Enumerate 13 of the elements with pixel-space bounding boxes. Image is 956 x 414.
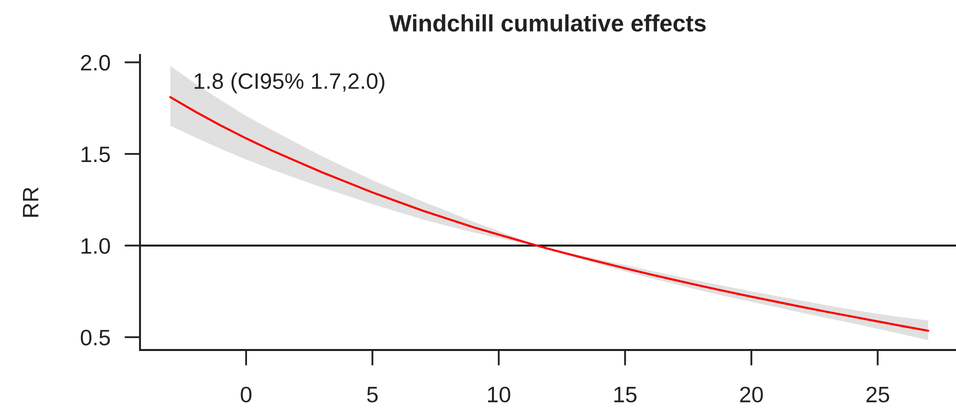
x-tick-label: 0 [240, 386, 252, 402]
y-tick-label: 1.0 [82, 238, 110, 254]
y-tick-label: 0.5 [80, 330, 110, 346]
x-tick-label: 10 [488, 386, 510, 402]
annotation: 1.8 (CI95% 1.7,2.0) [194, 72, 384, 94]
chart-title: Windchill cumulative effects [389, 14, 706, 32]
y-tick-label: 1.5 [82, 146, 110, 162]
y-tick-label: 2.0 [81, 54, 110, 71]
y-axis-title: RR [22, 187, 38, 217]
x-tick-label: 20 [740, 386, 763, 402]
x-tick-label: 25 [866, 386, 890, 402]
x-tick-label: 15 [614, 386, 636, 402]
x-tick-label: 5 [367, 386, 378, 402]
